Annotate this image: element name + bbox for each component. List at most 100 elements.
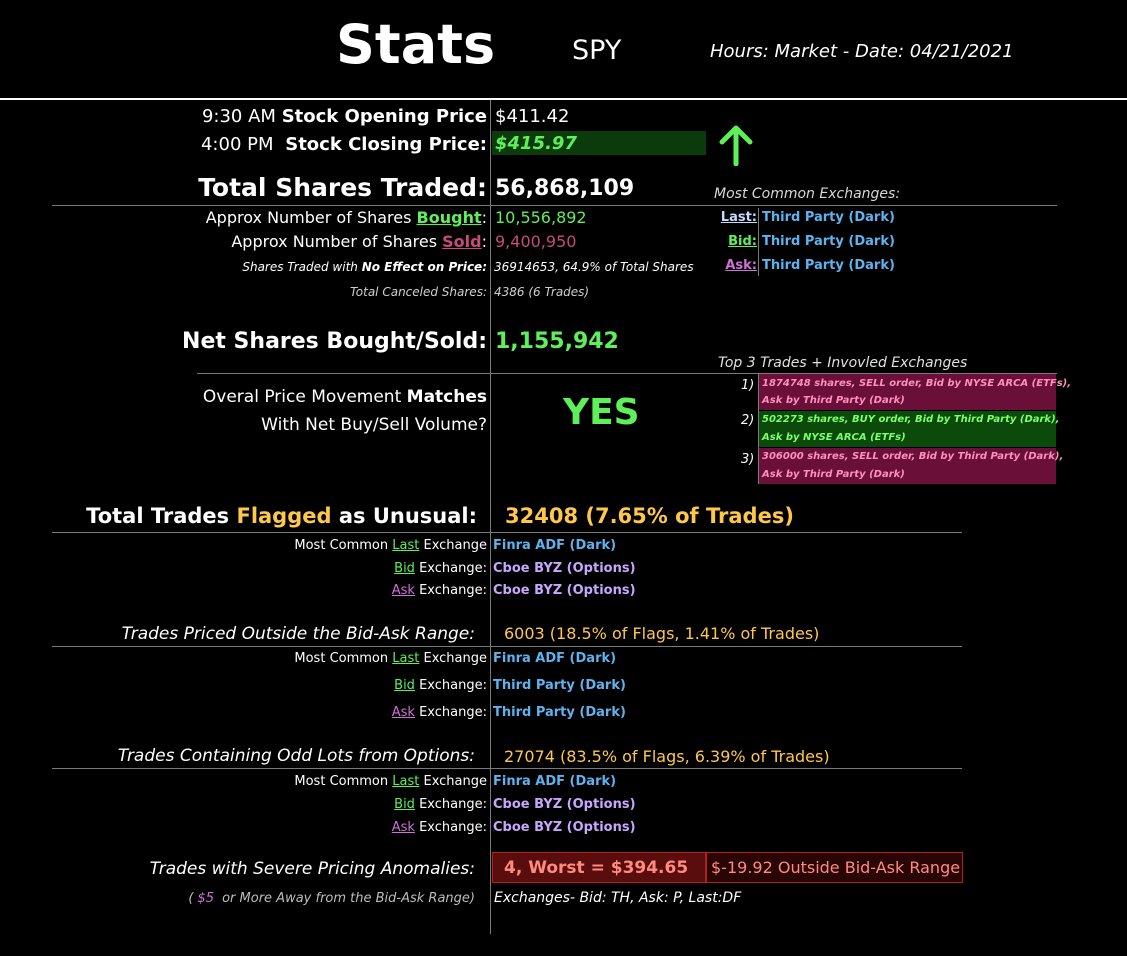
severe-value-box	[492, 852, 706, 883]
note-open: (	[188, 891, 194, 906]
shares-bought-value: 10,556,892	[495, 208, 587, 227]
top-trade-2	[759, 411, 1056, 447]
up-arrow-icon	[719, 125, 753, 166]
outside-ask-label: Ask Exchange:	[392, 704, 487, 722]
oddlots-bid-label: Bid Exchange:	[394, 796, 487, 814]
top-trade-1-num: 1)	[741, 378, 755, 393]
common-ask-label: Ask:	[725, 258, 757, 273]
canceled-value: 4386 (6 Trades)	[494, 285, 590, 299]
closing-price-box	[492, 131, 706, 155]
top-trades-title: Top 3 Trades + Invovled Exchanges	[718, 355, 968, 371]
bid-word: Bid	[394, 797, 415, 812]
top-trade-3-line2: Ask by Third Party (Dark)	[762, 469, 905, 480]
top-trade-2-line2: Ask by NYSE ARCA (ETFs)	[762, 432, 906, 443]
last-prefix: Most Common	[294, 774, 393, 789]
common-exchanges-title: Most Common Exchanges:	[714, 186, 901, 202]
oddlots-bid-value: Cboe BYZ (Options)	[493, 797, 636, 812]
movement-answer: YES	[563, 392, 640, 433]
closing-price-label: 4:00 PM Stock Closing Price:	[201, 133, 487, 157]
top-trade-2-line1: 502273 shares, BUY order, Bid by Third P…	[762, 414, 1060, 425]
ask-word: Ask	[391, 820, 415, 835]
bought-word: Bought	[416, 208, 482, 227]
severe-exchanges: Exchanges- Bid: TH, Ask: P, Last:DF	[494, 890, 742, 906]
oddlots-label: Trades Containing Odd Lots from Options:	[117, 746, 475, 766]
canceled-label: Total Canceled Shares:	[349, 285, 487, 299]
exchange-suffix: Exchange	[419, 774, 487, 789]
severe-label: Trades with Severe Pricing Anomalies:	[149, 859, 475, 879]
net-shares-value: 1,155,942	[495, 329, 619, 354]
no-effect-bold: No Effect on Price:	[361, 260, 487, 274]
ticker-symbol: SPY	[572, 35, 622, 66]
shares-sold-value: 9,400,950	[495, 232, 577, 251]
flagged-label-pre: Total Trades	[86, 504, 237, 528]
outside-bid-value: Third Party (Dark)	[493, 678, 626, 693]
last-word: Last	[392, 651, 420, 666]
flagged-label-post: as Unusual:	[331, 504, 477, 528]
shares-sold-label: Approx Number of Shares Sold:	[231, 232, 487, 251]
exchange-suffix: Exchange	[419, 651, 487, 666]
flagged-last-label: Most Common Last Exchange	[294, 537, 487, 555]
common-exchanges-divider	[758, 208, 759, 276]
no-effect-label: Shares Traded with No Effect on Price:	[242, 259, 487, 275]
exchange-colon: Exchange:	[414, 705, 487, 720]
outside-ask-value: Third Party (Dark)	[493, 705, 626, 720]
flagged-divider	[52, 532, 962, 533]
exchange-colon: Exchange:	[414, 583, 487, 598]
last-prefix: Most Common	[294, 538, 393, 553]
oddlots-ask-value: Cboe BYZ (Options)	[493, 820, 636, 835]
bought-prefix: Approx Number of Shares	[205, 208, 417, 227]
exchange-colon: Exchange:	[414, 678, 487, 693]
common-bid-value: Third Party (Dark)	[762, 234, 895, 249]
top-trade-1	[759, 374, 1056, 410]
bid-word: Bid	[394, 561, 415, 576]
outside-range-value: 6003 (18.5% of Flags, 1.41% of Trades)	[504, 624, 820, 643]
movement-question-line2: With Net Buy/Sell Volume?	[261, 415, 487, 435]
severe-outside-box	[706, 852, 963, 883]
shares-bought-label: Approx Number of Shares Bought:	[205, 208, 487, 227]
bid-word: Bid	[394, 678, 415, 693]
no-effect-value: 36914653, 64.9% of Total Shares	[494, 260, 694, 274]
top-trade-3	[759, 448, 1056, 484]
severe-outside-value: $-19.92 Outside Bid-Ask Range	[711, 858, 961, 877]
close-time: 4:00 PM	[200, 134, 274, 155]
flagged-bid-label: Bid Exchange:	[394, 560, 487, 578]
exchange-colon: Exchange:	[414, 797, 487, 812]
note-rest: or More Away from the Bid-Ask Range)	[217, 891, 475, 906]
flagged-ask-label: Ask Exchange:	[392, 582, 487, 600]
outside-range-label: Trades Priced Outside the Bid-Ask Range:	[121, 624, 475, 644]
exchange-suffix: Exchange	[419, 538, 487, 553]
top-trade-2-num: 2)	[741, 413, 755, 428]
open-time: 9:30 AM	[201, 106, 276, 127]
closing-price-value: $415.97	[495, 133, 577, 154]
oddlots-value: 27074 (83.5% of Flags, 6.39% of Trades)	[504, 747, 830, 766]
total-shares-value: 56,868,109	[495, 176, 635, 201]
common-last-value: Third Party (Dark)	[762, 210, 895, 225]
flagged-last-value: Finra ADF (Dark)	[493, 538, 617, 553]
last-word: Last	[392, 774, 420, 789]
net-shares-label: Net Shares Bought/Sold:	[182, 329, 487, 354]
no-effect-prefix: Shares Traded with	[242, 260, 362, 274]
last-word: Last	[392, 538, 420, 553]
flagged-value: 32408 (7.65% of Trades)	[505, 504, 794, 528]
oddlots-ask-label: Ask Exchange:	[392, 819, 487, 837]
sold-word: Sold	[442, 232, 482, 251]
flagged-label: Total Trades Flagged as Unusual:	[86, 502, 477, 530]
movement-question-line1: Overal Price Movement Matches	[203, 386, 487, 408]
top-trade-1-line1: 1874748 shares, SELL order, Bid by NYSE …	[762, 378, 1072, 389]
movement-line1-bold: Matches	[406, 387, 487, 407]
ask-word: Ask	[391, 583, 415, 598]
total-shares-divider	[52, 205, 1057, 206]
note-amount: $5	[197, 891, 214, 906]
last-prefix: Most Common	[294, 651, 393, 666]
exchange-colon: Exchange:	[414, 561, 487, 576]
severe-value: 4, Worst = $394.65	[504, 858, 689, 878]
top-trades-divider	[758, 374, 759, 484]
header-bottom-border	[0, 98, 1127, 100]
oddlots-divider	[52, 768, 962, 769]
flagged-word: Flagged	[236, 504, 332, 528]
common-ask-value: Third Party (Dark)	[762, 258, 895, 273]
total-shares-label: Total Shares Traded:	[198, 173, 487, 202]
oddlots-last-value: Finra ADF (Dark)	[493, 774, 617, 789]
main-column-divider	[490, 100, 491, 934]
movement-line1-prefix: Overal Price Movement	[202, 387, 407, 407]
